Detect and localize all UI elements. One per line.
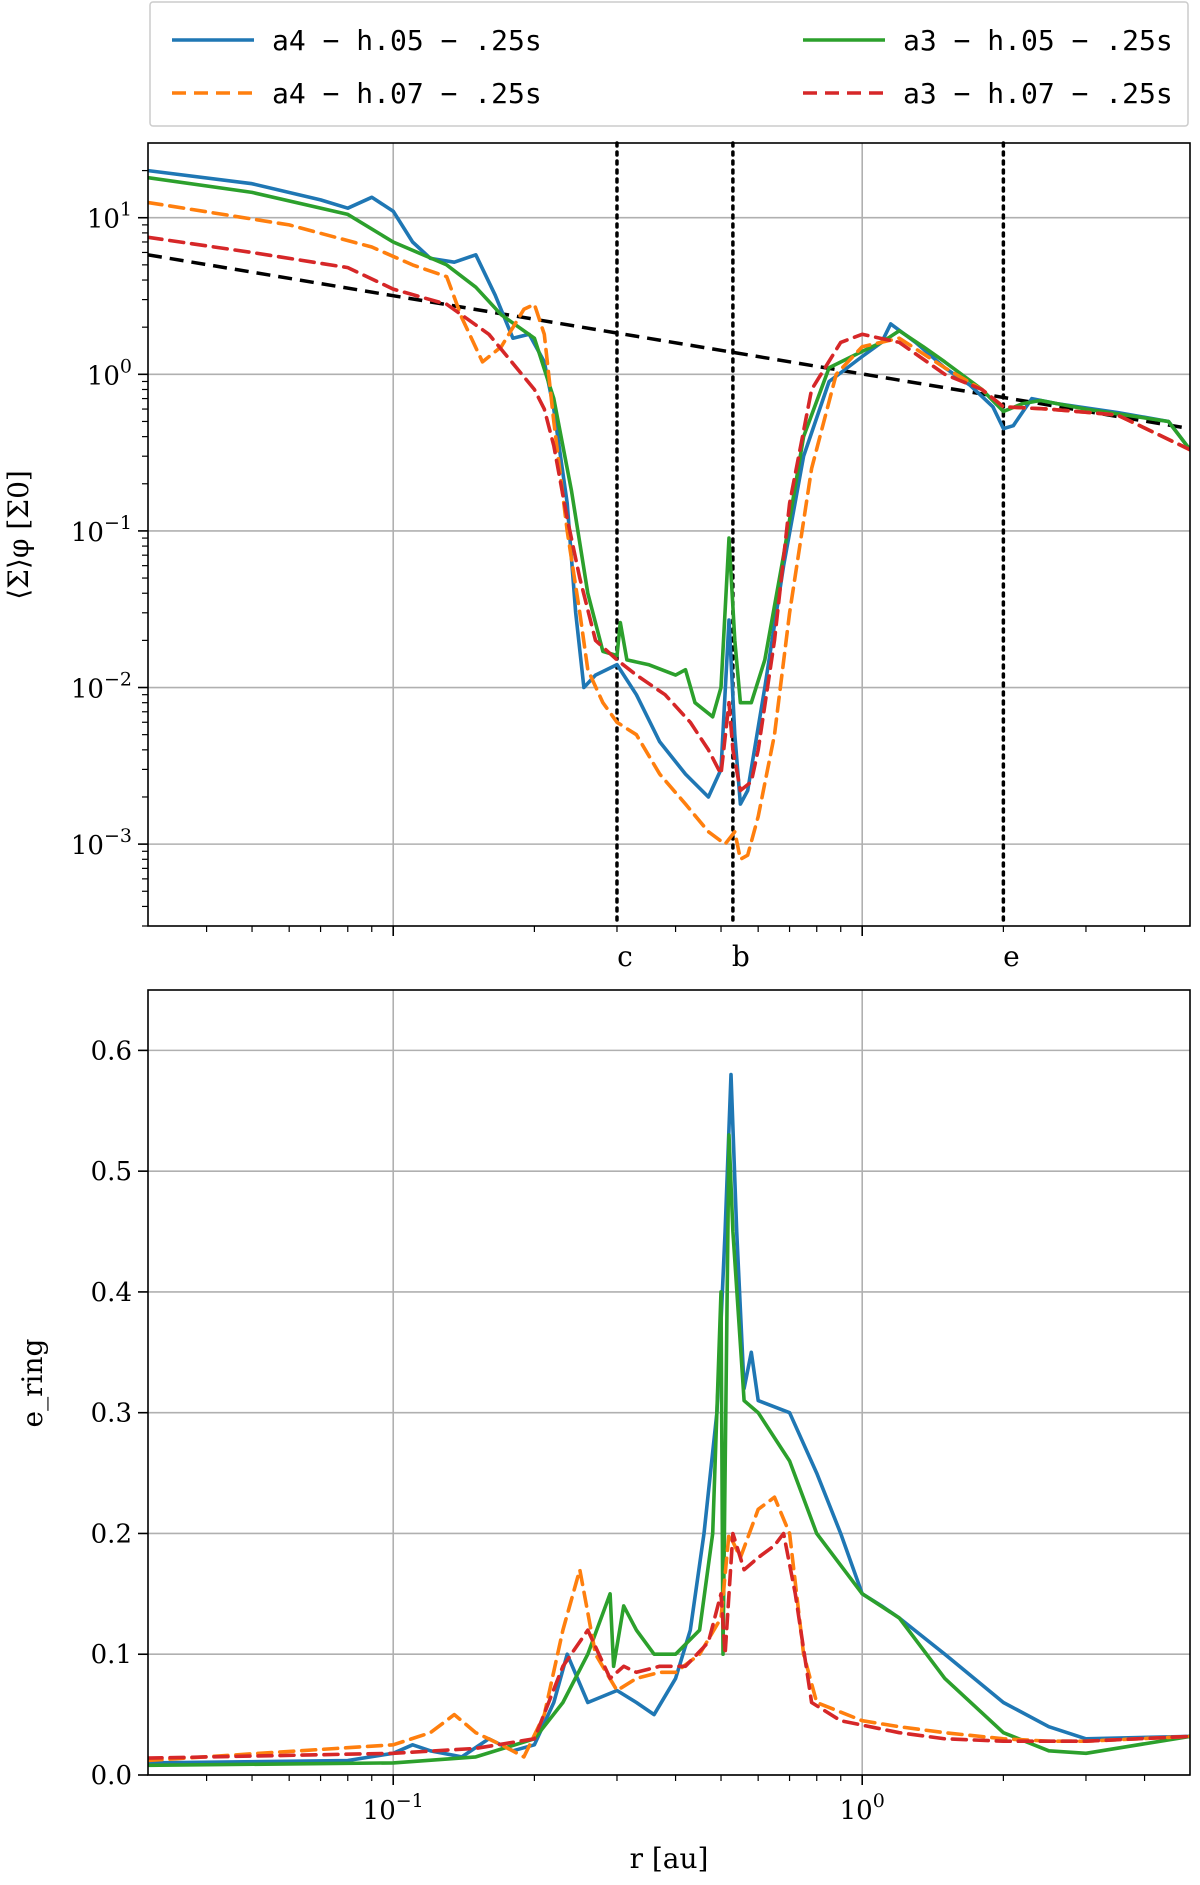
axes-frame-top (147, 142, 1191, 927)
grid-bottom (148, 990, 1190, 1776)
xlabel-bottom: r [au] (630, 1842, 709, 1875)
legend-label-0: a4 − h.05 − .25s (272, 24, 542, 57)
legend-label-2: a4 − h.07 − .25s (272, 77, 542, 110)
ticks-top: 10−3 10−2 10−1 100 101 (71, 169, 1146, 936)
marker-label-c: c (617, 940, 633, 973)
legend: a4 − h.05 − .25s a3 − h.05 − .25s a4 − h.0… (149, 1, 1189, 127)
y-tick-label: 0.1 (91, 1640, 132, 1670)
reference-powerlaw-line (148, 253, 1190, 431)
legend-label-1: a3 − h.05 − .25s (903, 24, 1173, 57)
y-tick-label: 10−2 (71, 669, 132, 705)
bottom-series-3 (148, 1531, 1190, 1760)
x-tick-label: 100 (840, 1790, 885, 1826)
y-tick-label: 0.4 (91, 1278, 132, 1308)
legend-frame (149, 1, 1189, 127)
y-tick-label: 0.3 (91, 1399, 132, 1429)
panel-eccentricity: 10−1 100 0.0 0.1 0.2 0.3 0.4 0.5 0.6 e_ring r [a… (16, 989, 1191, 1875)
axes-frame-bottom (147, 989, 1191, 1776)
ticks-bottom: 10−1 100 0.0 0.1 0.2 0.3 0.4 0.5 0.6 (91, 1036, 1146, 1826)
y-tick-label: 0.5 (91, 1157, 132, 1187)
y-tick-label: 101 (87, 199, 132, 235)
y-tick-label: 0.6 (91, 1036, 132, 1066)
y-tick-label: 0.0 (91, 1761, 132, 1791)
x-tick-label: 10−1 (363, 1790, 424, 1826)
top-series-3 (148, 235, 1190, 793)
marker-label-b: b (732, 940, 750, 973)
bottom-series-2 (148, 1495, 1190, 1763)
ylabel-bottom: e_ring (16, 1338, 49, 1427)
y-tick-label: 10−1 (71, 512, 132, 548)
grid-top (148, 143, 1190, 926)
top-series-0 (148, 168, 1190, 806)
bottom-series-1 (148, 1133, 1190, 1768)
marker-label-e: e (1003, 940, 1020, 973)
ylabel-top: ⟨Σ⟩φ [Σ0] (2, 470, 35, 600)
y-tick-label: 10−3 (71, 825, 132, 861)
panel-surface-density: c b e 10−3 10−2 10−1 100 101 ⟨Σ⟩φ [Σ0] (2, 141, 1191, 973)
y-tick-label: 0.2 (91, 1519, 132, 1549)
legend-label-3: a3 − h.07 − .25s (903, 77, 1173, 110)
top-series-1 (148, 175, 1190, 719)
top-series-2 (148, 200, 1190, 862)
bottom-series-0 (148, 1072, 1190, 1765)
y-tick-label: 100 (87, 355, 132, 391)
